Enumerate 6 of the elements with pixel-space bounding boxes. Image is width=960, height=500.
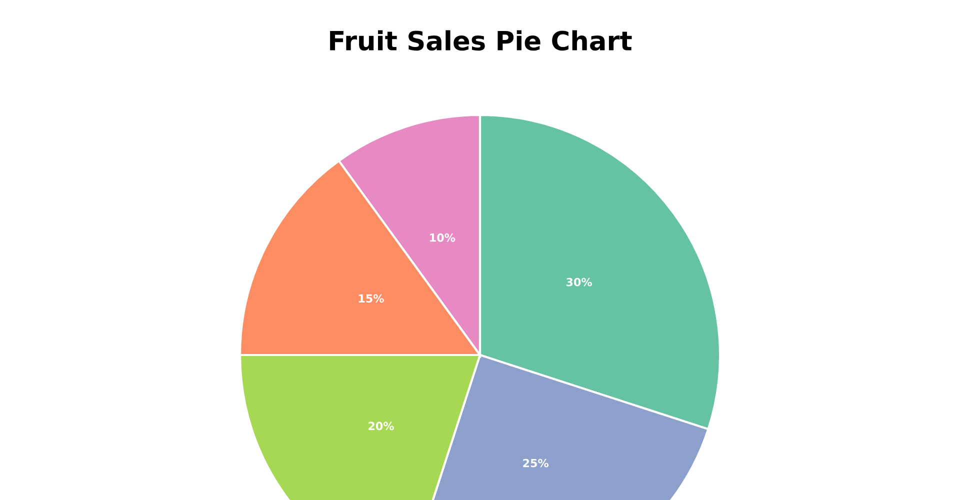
data-label: 20% [368, 422, 394, 430]
data-label: 15% [358, 294, 384, 303]
chart-title: Fruit Sales Pie Chart [330, 30, 632, 51]
data-label: 25% [523, 458, 549, 468]
data-label: 30% [566, 278, 592, 286]
data-label: 10% [430, 233, 456, 242]
